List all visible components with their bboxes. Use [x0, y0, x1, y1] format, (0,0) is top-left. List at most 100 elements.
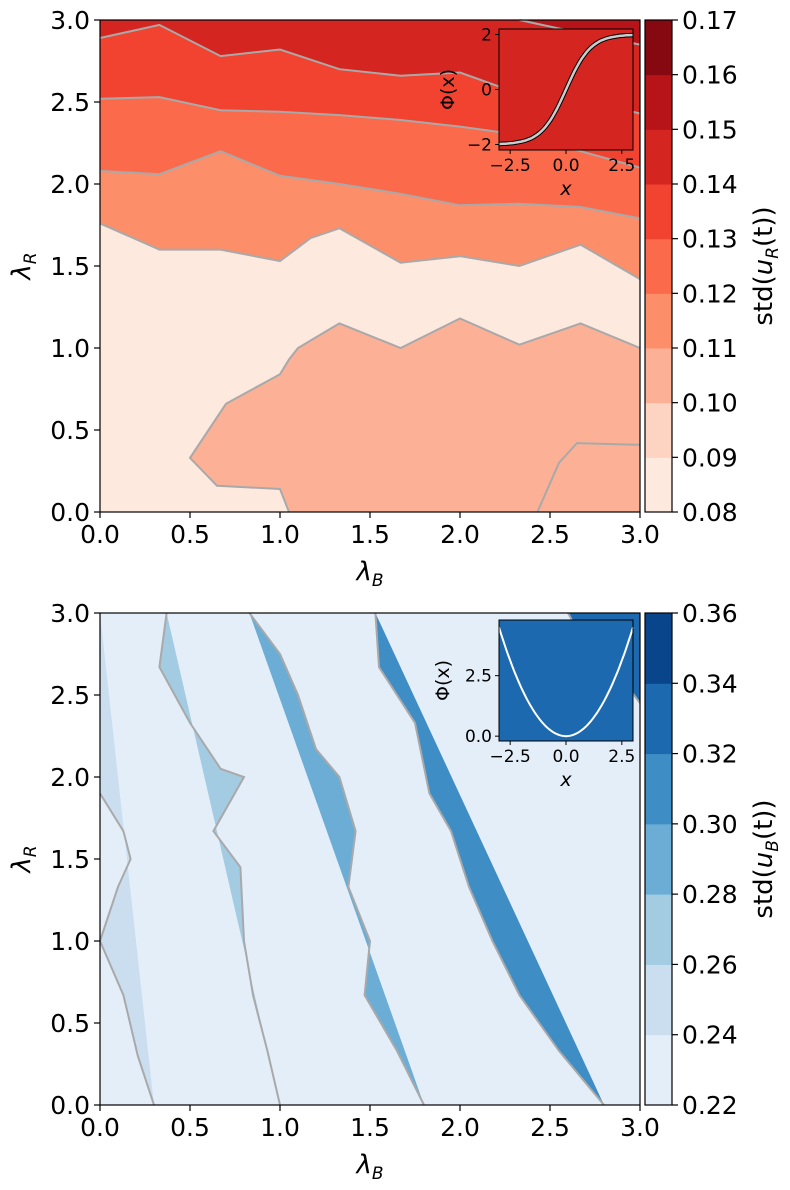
colorbar-tick-label: 0.32 — [682, 740, 738, 769]
colorbar-tick-label: 0.08 — [682, 498, 738, 527]
inset-y-tick-label: 0.0 — [465, 727, 492, 747]
inset-curve — [498, 627, 634, 738]
y-tick-label: 0.5 — [50, 416, 90, 445]
colorbar-tick-label: 0.15 — [682, 115, 738, 144]
x-tick-label: 3.0 — [620, 1113, 660, 1142]
x-tick-label: 2.0 — [440, 1113, 480, 1142]
panel-top: 0.0 0.5 1.0 1.5 2.0 2.5 3.0 0.0 0.5 1.0 1.5 2.0 2.5 3… — [7, 6, 783, 591]
y-tick-label: 3.0 — [50, 599, 90, 628]
colorbar-label: std(uR(t)) — [749, 206, 783, 325]
colorbar-segment — [645, 348, 672, 404]
contour-band — [375, 613, 604, 1105]
x-tick-label: 1.5 — [350, 520, 390, 549]
inset-y-tick-label: 2.5 — [465, 667, 492, 687]
inset-y-tick-label: 0 — [481, 81, 492, 101]
inset-background — [499, 620, 633, 741]
contour-line — [188, 317, 641, 513]
colorbar-tick-label: 0.28 — [682, 880, 738, 909]
colorbar-segment — [645, 753, 672, 825]
inset-x-tick-label: 0.0 — [552, 747, 579, 767]
contour-band — [159, 613, 280, 1105]
colorbar-tick-label: 0.34 — [682, 669, 738, 698]
colorbar-segment — [645, 1034, 672, 1106]
colorbar-segment — [645, 129, 672, 185]
inset-x-tick-label: 2.5 — [608, 747, 635, 767]
contour-line — [158, 612, 281, 1106]
x-tick-label: 0.0 — [80, 520, 120, 549]
colorbar-tick-label: 0.13 — [682, 225, 738, 254]
contour-band — [190, 318, 640, 512]
colorbar-tick-label: 0.10 — [682, 389, 738, 418]
x-tick-label: 1.0 — [260, 1113, 300, 1142]
x-tick-label: 2.5 — [530, 1113, 570, 1142]
inset-y-axis-label: Φ(x) — [437, 69, 459, 110]
colorbar-segment — [645, 894, 672, 965]
colorbar-tick-label: 0.17 — [682, 6, 738, 35]
inset-x-tick-label: 2.5 — [608, 156, 635, 176]
x-axis-label: λB — [354, 557, 383, 591]
colorbar-segment — [645, 184, 672, 240]
colorbar-segment — [645, 683, 672, 755]
x-tick-label: 0.0 — [80, 1113, 120, 1142]
contour-line — [99, 222, 641, 280]
y-tick-label: 1.0 — [50, 927, 90, 956]
inset-y-axis-label: Φ(x) — [432, 660, 454, 701]
inset-x-tick-label: 0.0 — [552, 156, 579, 176]
colorbar-label: std(uB(t)) — [749, 799, 783, 918]
y-tick-label: 2.0 — [50, 170, 90, 199]
contour-line — [536, 442, 641, 513]
contour-line — [98, 792, 155, 1106]
x-tick-label: 0.5 — [170, 1113, 210, 1142]
contour-band — [100, 613, 154, 1105]
colorbar-tick-label: 0.12 — [682, 279, 738, 308]
inset-x-tick-label: −2.5 — [490, 156, 531, 176]
x-tick-label: 1.0 — [260, 520, 300, 549]
y-axis-label: λR — [7, 845, 41, 874]
colorbar-tick-label: 0.30 — [682, 810, 738, 839]
x-tick-label: 3.0 — [620, 520, 660, 549]
x-tick-label: 1.5 — [350, 1113, 390, 1142]
y-tick-label: 1.5 — [50, 252, 90, 281]
colorbar-tick-label: 0.36 — [682, 599, 738, 628]
colorbar-segment — [645, 823, 672, 895]
colorbar-tick-label: 0.26 — [682, 950, 738, 979]
y-tick-label: 3.0 — [50, 6, 90, 35]
colorbar-frame — [644, 19, 673, 513]
colorbar-tick-label: 0.22 — [682, 1091, 738, 1120]
y-tick-label: 1.5 — [50, 845, 90, 874]
inset-curve — [498, 33, 634, 146]
y-tick-label: 0.0 — [50, 1091, 90, 1120]
x-tick-label: 2.0 — [440, 520, 480, 549]
colorbar-segment — [645, 74, 672, 130]
colorbar-tick-label: 0.14 — [682, 170, 738, 199]
y-tick-label: 0.0 — [50, 498, 90, 527]
inset-x-axis-label: x — [559, 769, 572, 791]
inset-x-axis-label: x — [559, 178, 572, 200]
contour-band — [249, 613, 424, 1105]
panel-bottom: 0.0 0.5 1.0 1.5 2.0 2.5 3.0 0.0 0.5 1.0 1.5 2.0 2.5 3… — [7, 599, 783, 1184]
inset-y-tick-label: 2 — [481, 26, 492, 46]
colorbar-tick-label: 0.24 — [682, 1021, 738, 1050]
y-tick-label: 2.0 — [50, 763, 90, 792]
colorbar-tick-label: 0.16 — [682, 61, 738, 90]
colorbar-frame — [644, 612, 673, 1106]
colorbar-segment — [645, 964, 672, 1036]
colorbar-tick-label: 0.09 — [682, 443, 738, 472]
x-tick-label: 2.5 — [530, 520, 570, 549]
inset-x-tick-label: −2.5 — [490, 747, 531, 767]
contour-line — [374, 612, 605, 1106]
x-tick-label: 0.5 — [170, 520, 210, 549]
colorbar-segment — [645, 238, 672, 294]
y-tick-label: 2.5 — [50, 88, 90, 117]
colorbar-segment — [645, 20, 672, 76]
colorbar-tick-label: 0.11 — [682, 334, 738, 363]
colorbar-segment — [645, 293, 672, 349]
y-tick-label: 2.5 — [50, 681, 90, 710]
x-axis-label: λB — [354, 1150, 383, 1184]
contour-line — [248, 612, 425, 1106]
y-tick-label: 1.0 — [50, 334, 90, 363]
colorbar-segment — [645, 457, 672, 513]
contour-line — [99, 150, 641, 220]
colorbar-segment — [645, 402, 672, 458]
